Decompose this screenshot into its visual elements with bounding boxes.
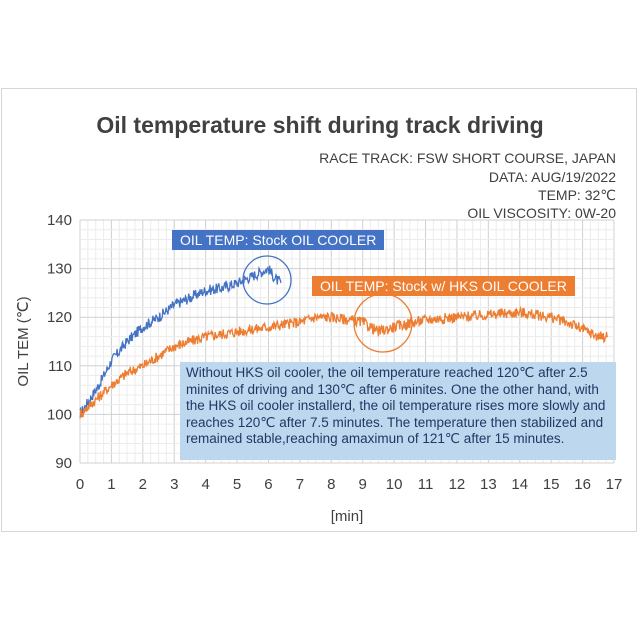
x-tick-label: 17 — [606, 476, 623, 493]
x-tick-label: 6 — [264, 476, 272, 493]
y-axis-label: OIL TEM (℃) — [15, 296, 32, 386]
x-tick-label: 14 — [511, 476, 528, 493]
meta-oil-viscosity: OIL VISCOSITY: 0W-20 — [467, 205, 616, 221]
meta-race-track: RACE TRACK: FSW SHORT COURSE, JAPAN — [319, 150, 616, 166]
y-tick-label: 120 — [47, 309, 72, 326]
y-tick-label: 90 — [55, 455, 72, 472]
meta-date: DATA: AUG/19/2022 — [488, 169, 616, 185]
x-tick-label: 11 — [418, 476, 434, 493]
x-tick-label: 8 — [327, 476, 335, 493]
y-tick-label: 130 — [47, 261, 72, 278]
y-tick-label: 110 — [48, 358, 72, 375]
y-tick-label: 140 — [47, 212, 72, 229]
x-tick-label: 0 — [76, 476, 84, 493]
series-line — [79, 305, 609, 419]
chart-title: Oil temperature shift during track drivi… — [96, 112, 544, 138]
x-tick-label: 16 — [574, 476, 591, 493]
x-tick-label: 13 — [480, 476, 497, 493]
x-tick-label: 3 — [170, 476, 178, 493]
x-axis-label: [min] — [331, 508, 364, 525]
x-tick-label: 12 — [449, 476, 466, 493]
x-tick-label: 4 — [201, 476, 209, 493]
meta-temp: TEMP: 32℃ — [538, 187, 616, 203]
annotation-note: Without HKS oil cooler, the oil temperat… — [180, 362, 616, 460]
x-tick-label: 9 — [359, 476, 367, 493]
series-label-hks: OIL TEMP: Stock w/ HKS OIL COOLER — [312, 276, 575, 296]
x-tick-label: 10 — [386, 476, 403, 493]
x-tick-label: 1 — [107, 476, 115, 493]
x-tick-label: 7 — [296, 476, 304, 493]
x-tick-label: 5 — [233, 476, 241, 493]
highlight-circle-stock — [242, 255, 292, 305]
y-tick-label: 100 — [47, 406, 72, 423]
series-line — [79, 265, 282, 418]
x-tick-label: 2 — [139, 476, 147, 493]
x-tick-label: 15 — [543, 476, 560, 493]
series-label-stock: OIL TEMP: Stock OIL COOLER — [172, 230, 385, 250]
